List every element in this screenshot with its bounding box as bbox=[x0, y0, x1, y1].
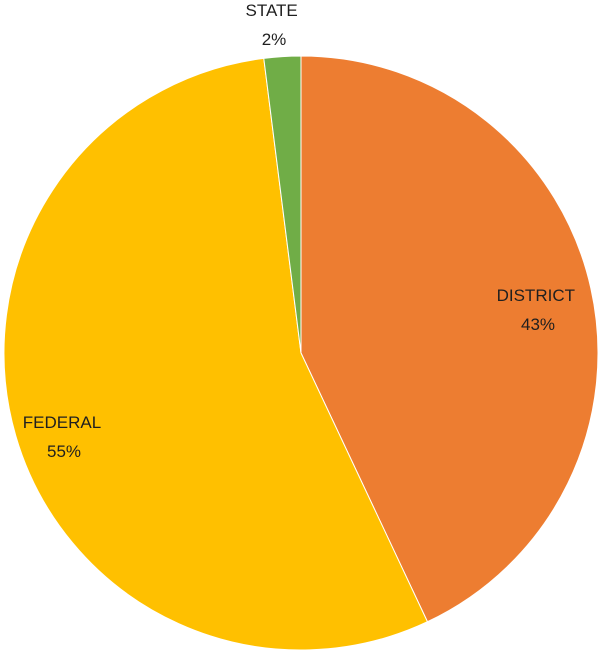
slice-label-state: STATE 2% bbox=[246, 1, 303, 49]
pie-slices bbox=[3, 55, 599, 650]
slice-label-district: DISTRICT 43% bbox=[497, 286, 580, 334]
pie-labels: DISTRICT 43% FEDERAL 55% STATE 2% bbox=[23, 1, 580, 461]
slice-percent-federal: 55% bbox=[47, 442, 81, 461]
slice-category-district: DISTRICT bbox=[497, 286, 575, 305]
pie-slice-federal bbox=[3, 57, 429, 650]
slice-percent-district: 43% bbox=[521, 315, 555, 334]
slice-category-state: STATE bbox=[246, 1, 298, 20]
slice-category-federal: FEDERAL bbox=[23, 413, 101, 432]
pie-slice-state bbox=[263, 55, 302, 354]
slice-percent-state: 2% bbox=[262, 30, 287, 49]
slice-label-federal: FEDERAL 55% bbox=[23, 413, 106, 461]
pie-slice-district bbox=[300, 55, 599, 623]
